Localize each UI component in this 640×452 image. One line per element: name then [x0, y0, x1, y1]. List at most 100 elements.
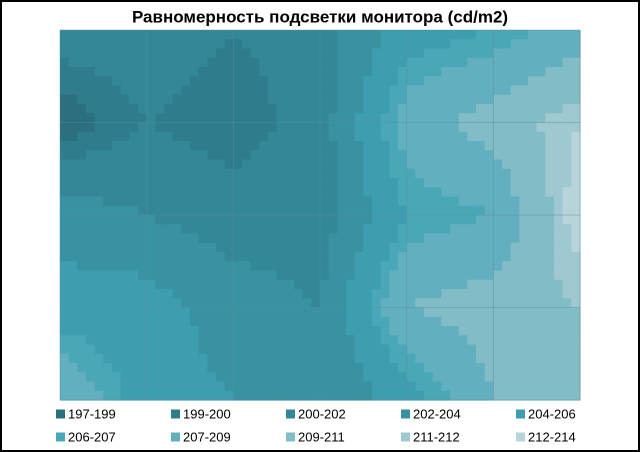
contour-cell — [86, 30, 96, 40]
contour-cell — [138, 372, 148, 383]
contour-cell — [86, 252, 96, 262]
contour-cell — [242, 39, 252, 50]
contour-cell — [155, 131, 165, 142]
contour-cell — [432, 233, 442, 244]
contour-cell — [285, 252, 295, 262]
contour-cell — [190, 353, 200, 364]
contour-cell — [129, 289, 139, 299]
contour-cell — [268, 104, 278, 114]
contour-cell — [86, 344, 96, 355]
contour-cell — [94, 104, 104, 114]
contour-cell — [86, 168, 96, 179]
contour-cell — [207, 39, 217, 50]
contour-cell — [294, 57, 304, 68]
contour-cell — [484, 289, 494, 299]
contour-cell — [571, 344, 581, 355]
contour-cell — [380, 252, 390, 262]
contour-cell — [528, 67, 538, 77]
contour-cell — [190, 30, 200, 40]
contour-cell — [285, 372, 295, 383]
contour-cell — [94, 39, 104, 50]
contour-cell — [554, 289, 564, 299]
contour-cell — [207, 122, 217, 133]
contour-cell — [294, 298, 304, 309]
contour-cell — [467, 233, 477, 244]
contour-cell — [86, 178, 96, 188]
contour-cell — [337, 205, 347, 216]
contour-cell — [346, 344, 356, 355]
contour-cell — [415, 224, 425, 235]
contour-cell — [424, 224, 434, 235]
contour-cell — [155, 381, 165, 392]
contour-cell — [432, 326, 442, 336]
contour-cell — [294, 168, 304, 179]
contour-cell — [554, 48, 564, 59]
contour-cell — [372, 261, 382, 272]
contour-cell — [146, 372, 156, 383]
contour-cell — [311, 307, 321, 318]
contour-cell — [354, 76, 364, 87]
contour-cell — [398, 122, 408, 133]
contour-cell — [276, 196, 286, 207]
contour-cell — [86, 39, 96, 50]
contour-cell — [250, 141, 260, 151]
contour-cell — [233, 122, 243, 133]
contour-cell — [536, 48, 546, 59]
contour-cell — [77, 316, 87, 327]
contour-cell — [77, 67, 87, 77]
contour-cell — [389, 353, 399, 364]
contour-cell — [164, 252, 174, 262]
contour-cell — [77, 131, 87, 142]
contour-cell — [172, 76, 182, 87]
contour-cell — [363, 67, 373, 77]
contour-cell — [519, 168, 529, 179]
contour-cell — [493, 353, 503, 364]
contour-cell — [519, 39, 529, 50]
contour-cell — [198, 215, 208, 225]
contour-cell — [328, 104, 338, 114]
contour-cell — [467, 57, 477, 68]
contour-cell — [224, 178, 234, 188]
contour-cell — [424, 159, 434, 170]
contour-cell — [276, 168, 286, 179]
contour-cell — [302, 307, 312, 318]
contour-cell — [528, 30, 538, 40]
contour-cell — [112, 289, 122, 299]
contour-cell — [77, 261, 87, 272]
contour-cell — [510, 215, 520, 225]
contour-cell — [216, 30, 226, 40]
contour-cell — [398, 344, 408, 355]
contour-cell — [268, 131, 278, 142]
contour-cell — [484, 381, 494, 392]
contour-cell — [60, 353, 70, 364]
contour-cell — [120, 252, 130, 262]
contour-cell — [190, 131, 200, 142]
contour-cell — [536, 113, 546, 124]
contour-cell — [60, 113, 70, 124]
contour-cell — [484, 326, 494, 336]
contour-cell — [224, 104, 234, 114]
contour-cell — [545, 94, 555, 105]
contour-cell — [484, 141, 494, 151]
contour-cell — [458, 104, 468, 114]
contour-cell — [198, 242, 208, 253]
contour-cell — [146, 233, 156, 244]
contour-cell — [476, 205, 486, 216]
contour-cell — [328, 307, 338, 318]
contour-cell — [233, 289, 243, 299]
contour-cell — [60, 390, 70, 401]
contour-cell — [268, 196, 278, 207]
contour-cell — [398, 57, 408, 68]
contour-cell — [268, 215, 278, 225]
contour-cell — [77, 122, 87, 133]
contour-cell — [129, 363, 139, 373]
contour-cell — [432, 307, 442, 318]
contour-cell — [372, 57, 382, 68]
contour-cell — [424, 150, 434, 161]
contour-cell — [337, 289, 347, 299]
contour-cell — [164, 57, 174, 68]
contour-cell — [207, 307, 217, 318]
contour-cell — [259, 252, 269, 262]
contour-cell — [181, 335, 191, 346]
contour-cell — [190, 390, 200, 401]
